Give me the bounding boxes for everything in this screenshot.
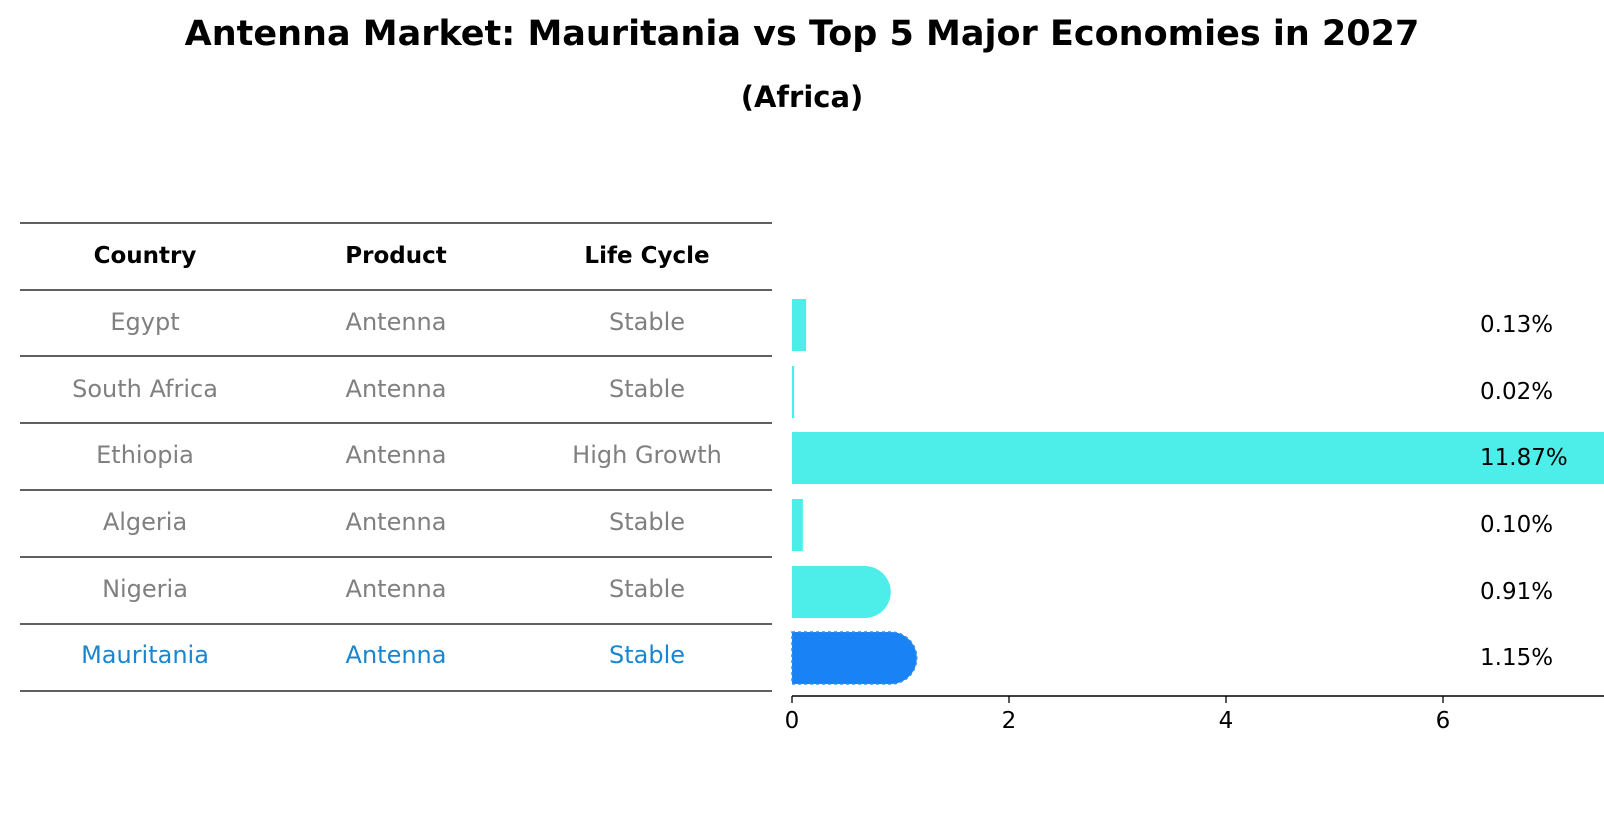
x-tick-label: 6 xyxy=(1436,708,1451,734)
table-cell: Stable xyxy=(609,575,685,603)
bar-nigeria xyxy=(792,566,891,618)
x-tick-label: 4 xyxy=(1219,708,1234,734)
table-cell: Antenna xyxy=(346,641,447,669)
table-header-cell: Life Cycle xyxy=(584,243,709,269)
table-cell: Egypt xyxy=(110,308,179,336)
table-header-cell: Product xyxy=(345,243,446,269)
table-cell: Antenna xyxy=(346,575,447,603)
bar-value-label: 0.02% xyxy=(1480,379,1553,405)
table-cell: Nigeria xyxy=(102,575,188,603)
table-cell: Stable xyxy=(609,508,685,536)
table-cell: Stable xyxy=(609,641,685,669)
table-cell: South Africa xyxy=(72,375,218,403)
bar-egypt xyxy=(792,299,807,351)
bar-value-label: 0.91% xyxy=(1480,579,1553,605)
table-cell: Antenna xyxy=(346,508,447,536)
table-cell: Stable xyxy=(609,308,685,336)
table-header-cell: Country xyxy=(94,243,197,269)
bar-value-label: 1.15% xyxy=(1480,645,1553,671)
bar-ethiopia xyxy=(792,432,1604,484)
chart-subtitle: (Africa) xyxy=(740,80,864,114)
table-cell: High Growth xyxy=(572,441,722,469)
bar-value-label: 0.10% xyxy=(1480,512,1553,538)
bar-value-label: 0.13% xyxy=(1480,312,1553,338)
table-cell: Antenna xyxy=(346,375,447,403)
bar-algeria xyxy=(792,499,803,551)
x-tick-label: 0 xyxy=(785,708,800,734)
bar-mauritania xyxy=(791,631,918,685)
table-cell: Stable xyxy=(609,375,685,403)
x-tick-label: 2 xyxy=(1002,708,1017,734)
table-cell: Algeria xyxy=(103,508,187,536)
table-cell: Antenna xyxy=(346,441,447,469)
table-cell: Ethiopia xyxy=(96,441,194,469)
chart-title: Antenna Market: Mauritania vs Top 5 Majo… xyxy=(184,14,1420,54)
bar-value-label: 11.87% xyxy=(1480,445,1568,471)
bar-south-africa xyxy=(792,366,795,418)
table-cell: Antenna xyxy=(346,308,447,336)
table-cell: Mauritania xyxy=(81,641,209,669)
